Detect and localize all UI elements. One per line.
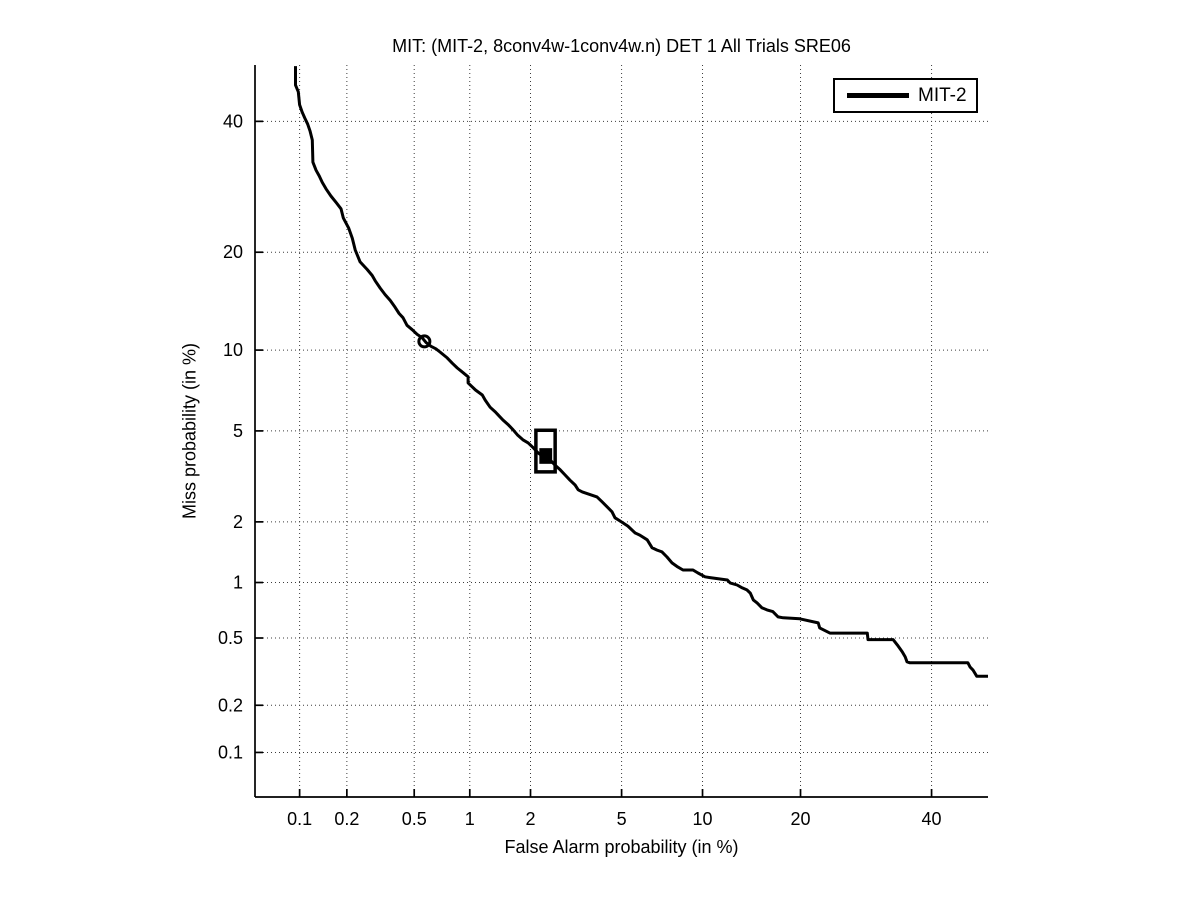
y-tick-label: 5 — [233, 421, 243, 441]
plot-title: MIT: (MIT-2, 8conv4w-1conv4w.n) DET 1 Al… — [392, 36, 851, 56]
y-tick-label: 40 — [223, 111, 243, 131]
x-tick-label: 5 — [617, 809, 627, 829]
square-marker-outline — [534, 428, 557, 474]
det-curve — [294, 66, 988, 678]
y-tick-label: 1 — [233, 573, 243, 593]
y-axis-label: Miss probability (in %) — [179, 342, 200, 520]
y-tick-label: 0.2 — [218, 695, 243, 715]
x-tick-label: 0.2 — [334, 809, 359, 829]
x-tick-label: 0.5 — [402, 809, 427, 829]
y-tick-label: 10 — [223, 340, 243, 360]
y-tick-label: 20 — [223, 242, 243, 262]
y-tick-label: 0.1 — [218, 742, 243, 762]
x-tick-label: 1 — [465, 809, 475, 829]
y-tick-label: 0.5 — [218, 628, 243, 648]
legend: MIT-2 — [833, 78, 978, 113]
x-tick-label: 40 — [922, 809, 942, 829]
square-marker-fill — [539, 448, 553, 464]
legend-line-sample — [847, 93, 909, 98]
x-axis-label: False Alarm probability (in %) — [504, 837, 739, 857]
circle-marker — [417, 334, 432, 349]
x-tick-label: 10 — [693, 809, 713, 829]
y-tick-label: 2 — [233, 512, 243, 532]
x-tick-label: 2 — [525, 809, 535, 829]
legend-label: MIT-2 — [918, 84, 967, 106]
x-tick-label: 20 — [791, 809, 811, 829]
x-tick-label: 0.1 — [287, 809, 312, 829]
